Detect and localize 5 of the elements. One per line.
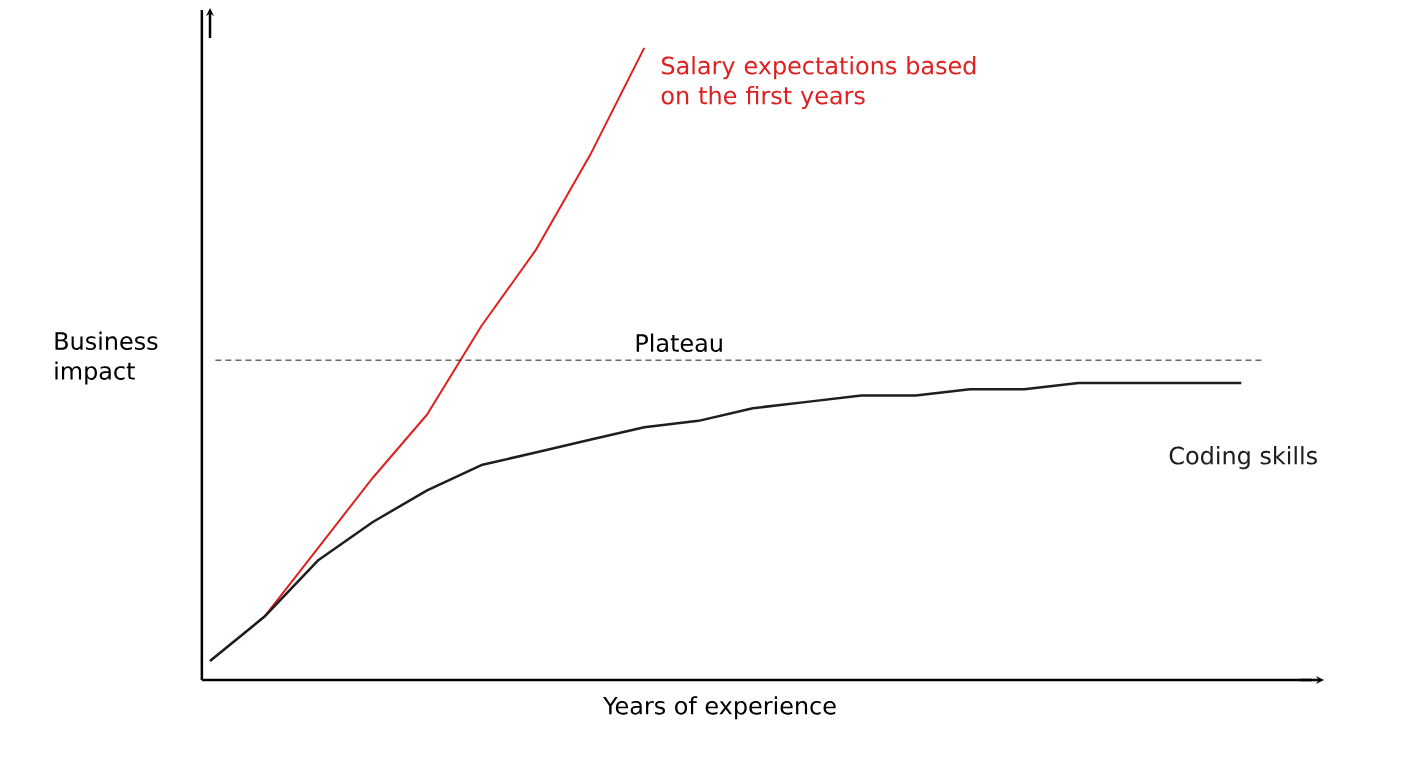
ref-line-label: Plateau xyxy=(636,333,722,352)
y-axis-title: Business impact xyxy=(55,331,158,385)
text: Coding skills xyxy=(1169,446,1317,470)
series-label: Salary expectations based on the first years xyxy=(661,56,976,110)
x-axis-title: Years of experience xyxy=(603,696,836,720)
